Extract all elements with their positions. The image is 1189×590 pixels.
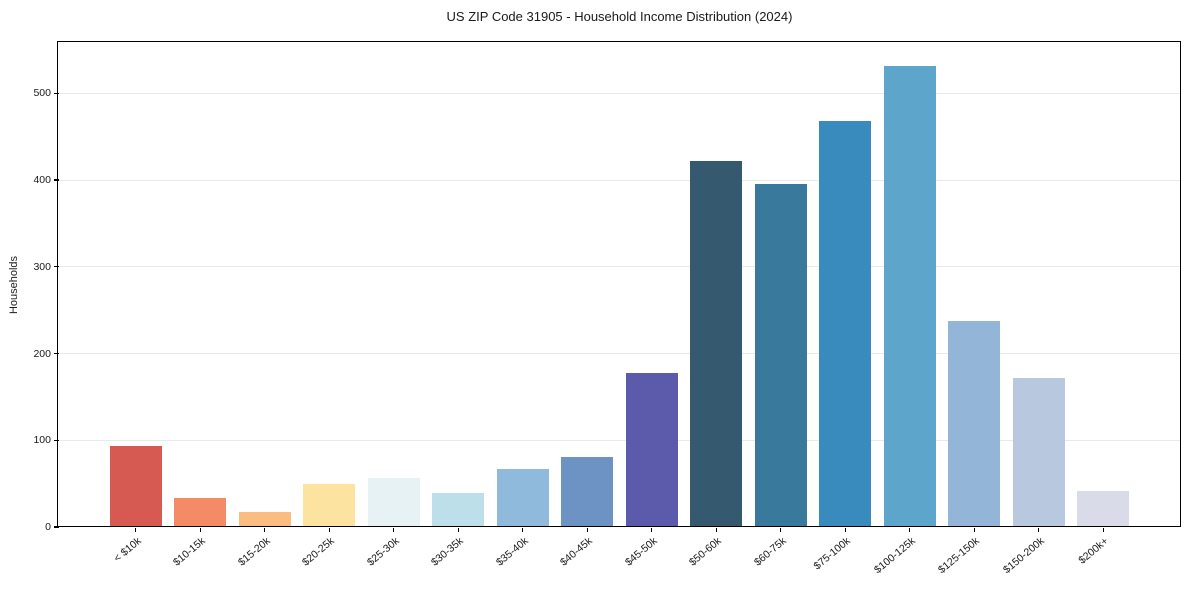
y-tick-mark <box>54 352 59 355</box>
bar--20-25k <box>303 483 356 527</box>
y-tick-label: 500 <box>33 87 51 100</box>
bar--10-15k <box>174 498 227 527</box>
bar--100-125k <box>883 66 936 527</box>
y-tick-label: 300 <box>33 260 51 273</box>
x-tick-mark <box>522 527 524 532</box>
x-tick-mark <box>651 527 653 532</box>
x-tick-mark <box>1102 527 1104 532</box>
y-tick-label: 0 <box>45 521 51 533</box>
bar--35-40k <box>496 468 549 527</box>
y-tick-label: 200 <box>33 347 51 360</box>
bar--25-30k <box>367 478 420 527</box>
bar--200k- <box>1077 490 1130 527</box>
gridline <box>59 353 1180 355</box>
bar--40-45k <box>561 456 614 527</box>
y-tick-label: 100 <box>33 434 51 447</box>
y-tick-mark <box>54 92 59 94</box>
y-tick-mark <box>54 526 59 528</box>
gridline <box>59 179 1180 181</box>
bar--50-60k <box>690 160 743 527</box>
x-tick-mark <box>780 527 782 532</box>
y-tick-mark <box>54 439 59 441</box>
x-tick-mark <box>1038 527 1040 532</box>
x-tick-mark <box>264 527 266 532</box>
plot-area <box>59 43 1180 527</box>
x-tick-mark <box>715 527 717 532</box>
x-tick-label: < $10k <box>111 535 144 565</box>
y-tick-mark <box>54 179 59 181</box>
bar--15-20k <box>238 512 291 527</box>
chart-title: US ZIP Code 31905 - Household Income Dis… <box>446 9 793 24</box>
bar--150-200k <box>1012 377 1065 527</box>
bar--10k <box>109 446 162 527</box>
gridline <box>59 266 1180 268</box>
x-tick-mark <box>328 527 330 532</box>
x-tick-mark <box>199 527 201 532</box>
bar--45-50k <box>625 372 678 527</box>
gridline <box>59 92 1180 94</box>
y-tick-label: 400 <box>33 174 51 187</box>
x-tick-mark <box>586 527 588 532</box>
y-tick-mark <box>54 266 59 268</box>
bar--125-150k <box>948 320 1001 527</box>
x-tick-mark <box>457 527 459 532</box>
bar--75-100k <box>819 121 872 527</box>
x-tick-mark <box>973 527 975 532</box>
x-tick-mark <box>844 527 846 532</box>
gridline <box>59 439 1180 441</box>
bar--60-75k <box>754 184 807 527</box>
x-tick-mark <box>135 527 137 532</box>
bar--30-35k <box>432 493 485 527</box>
x-tick-mark <box>393 527 395 532</box>
x-tick-mark <box>909 527 911 532</box>
